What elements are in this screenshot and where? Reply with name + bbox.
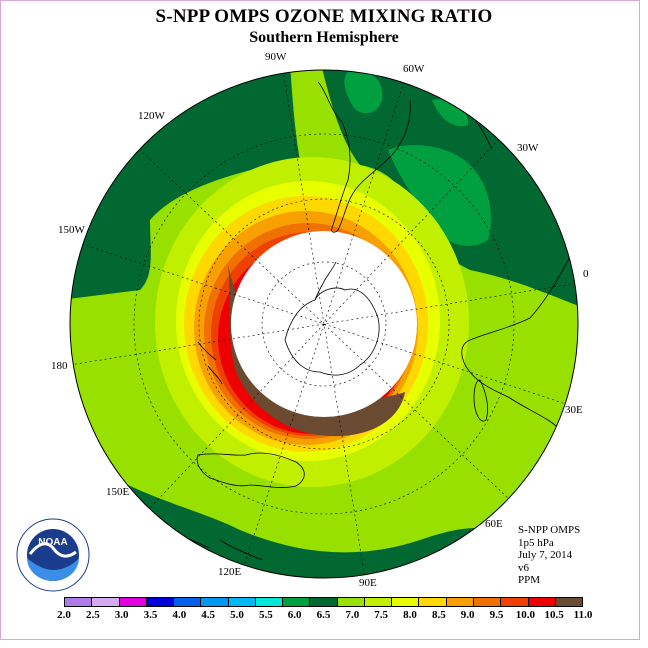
field-6-0-c (432, 99, 469, 127)
colorbar-swatch (310, 598, 338, 606)
lon-label-150w: 150W (58, 224, 85, 236)
coast-antarctic-peninsula (314, 261, 337, 301)
coast-madagascar (473, 379, 488, 422)
lon-label-30w: 30W (517, 142, 539, 154)
colorbar-swatch (473, 598, 502, 606)
graticule (70, 70, 578, 578)
colorbar-swatch (528, 598, 556, 606)
colorbar-swatch (392, 598, 420, 606)
colorbar-swatch (501, 598, 529, 606)
colorbar-tick-label: 2.5 (85, 609, 100, 621)
colorbar-swatch (65, 598, 93, 606)
map-subtitle: Southern Hemisphere (249, 29, 399, 46)
colorbar-tick-label: 6.0 (287, 609, 302, 621)
colorbar-tick-label: 8.5 (431, 609, 446, 621)
colorbar-swatch (446, 598, 474, 606)
colorbar-swatch (92, 598, 120, 606)
field-6-0-b (388, 145, 491, 246)
colorbar-tick-label: 5.5 (258, 609, 273, 621)
lon-label-90w: 90W (265, 51, 287, 63)
colorbar-swatch (255, 598, 284, 606)
meridian-90e-90w (282, 70, 366, 578)
colorbar-tick-label: 3.5 (143, 609, 158, 621)
polar-nodata (231, 231, 417, 417)
colorbar-swatch (364, 598, 393, 606)
colorbar-swatch (146, 598, 175, 606)
lon-label-60w: 60W (403, 63, 425, 75)
map-boundary (69, 69, 579, 579)
field-6-0-a (344, 70, 383, 114)
lon-label-120w: 120W (138, 110, 165, 122)
lon-label-60e: 60E (485, 518, 503, 530)
colorbar-tick-label: 8.0 (403, 609, 417, 621)
coast-australia (196, 452, 305, 488)
colorbar-tick-label: 3.0 (114, 609, 129, 621)
colorbar-tick-label: 4.0 (172, 609, 187, 621)
colorbar-tick-label: 5.0 (230, 609, 244, 621)
lon-label-30e: 30E (565, 404, 583, 416)
colorbar-tick-label: 2.0 (57, 609, 71, 621)
info-block: S-NPP OMPS 1p5 hPa July 7, 2014 v6 PPM (518, 524, 580, 587)
info-units: PPM (518, 574, 541, 586)
colorbar-swatch (228, 598, 256, 606)
colorbar-tick-label: 7.0 (345, 609, 360, 621)
colorbar-tick-label: 11.0 (573, 609, 593, 621)
lon-label-180: 180 (51, 360, 68, 372)
colorbar-swatch (119, 598, 147, 606)
colorbar-tick-label: 10.0 (515, 609, 535, 621)
lon-label-120e: 120E (218, 566, 242, 578)
info-version: v6 (518, 561, 529, 574)
colorbar-tick-label: 9.5 (489, 609, 504, 621)
figure-frame (0, 0, 640, 640)
lon-label-90e: 90E (359, 577, 377, 589)
colorbar-tick-label: 7.5 (374, 609, 389, 621)
colorbar-swatch (283, 598, 311, 606)
colorbar-tick-label: 6.5 (316, 609, 331, 621)
noaa-logo: NOAA (16, 518, 90, 592)
colorbar-swatch (174, 598, 202, 606)
colorbar-swatch (201, 598, 229, 606)
info-instrument: S-NPP OMPS (518, 524, 581, 536)
colorbar-swatch (419, 598, 447, 606)
colorbar-tick-label: 9.0 (460, 609, 475, 621)
colorbar-tick-label: 10.5 (544, 609, 564, 621)
lon-label-150e: 150E (106, 486, 130, 498)
colorbar-tick-label: 4.5 (201, 609, 216, 621)
logo-text: NOAA (38, 537, 67, 548)
info-date: July 7, 2014 (518, 549, 573, 561)
coast-south-america (317, 81, 411, 233)
coast-africa (461, 239, 578, 451)
info-level: 1p5 hPa (518, 536, 554, 549)
parallel-30s (198, 198, 450, 450)
colorbar-swatch (337, 598, 365, 606)
colorbar (64, 597, 583, 607)
lon-label-0: 0 (583, 268, 589, 280)
meridian-0-180 (70, 282, 578, 366)
map-title: S-NPP OMPS OZONE MIXING RATIO (155, 6, 493, 27)
parallel-60s (261, 261, 387, 387)
colorbar-swatch (555, 598, 583, 606)
parallel-0 (133, 133, 515, 515)
